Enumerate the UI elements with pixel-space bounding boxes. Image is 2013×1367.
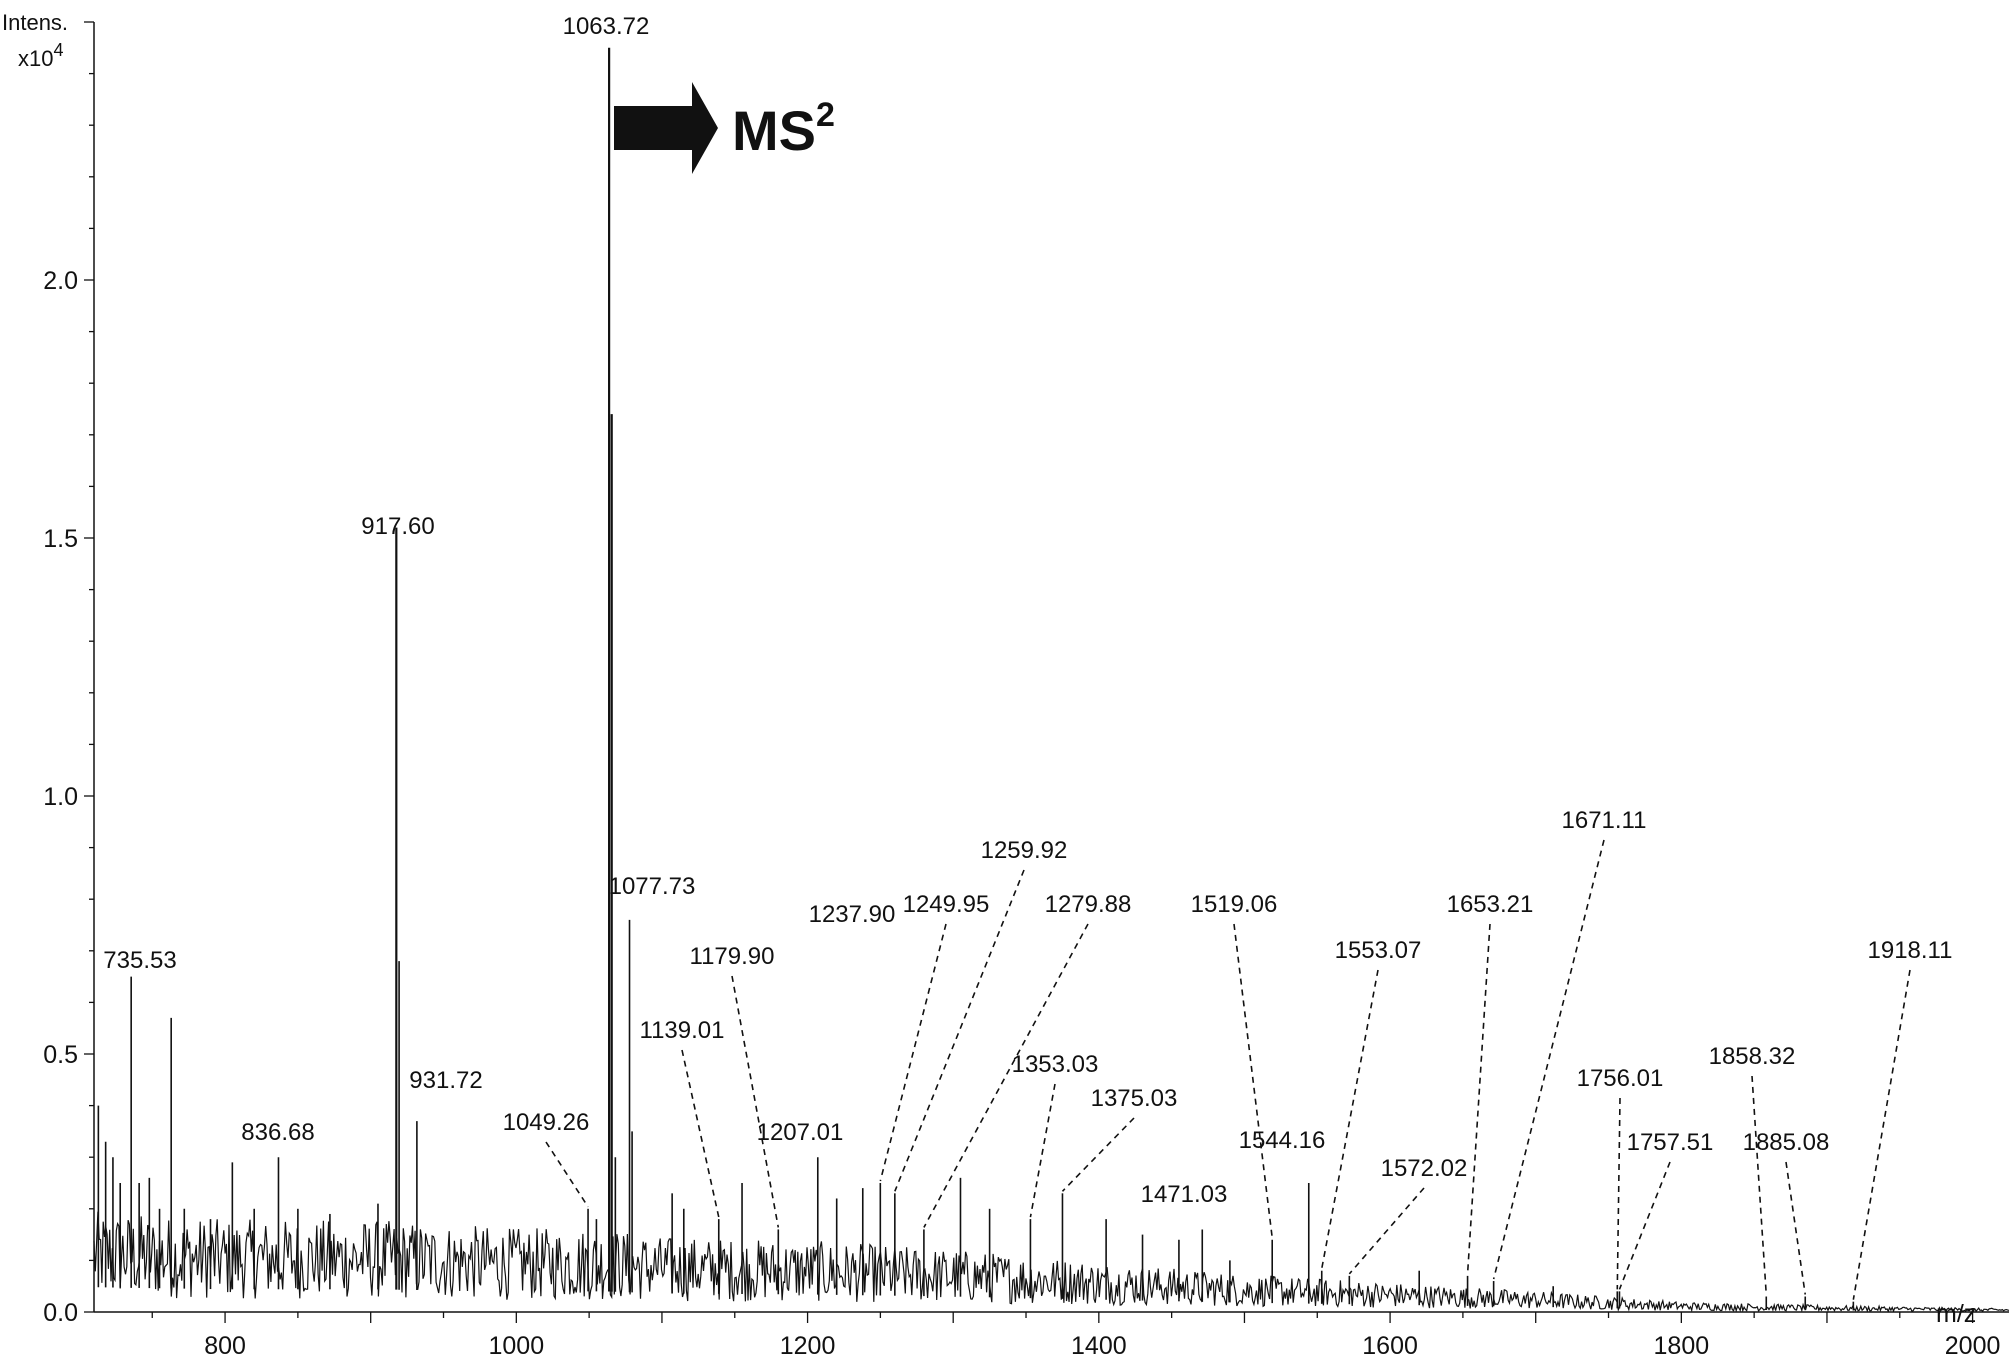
x-tick-label: 800 bbox=[204, 1332, 246, 1360]
y-tick-label: 0.5 bbox=[43, 1041, 78, 1069]
peak-labels: 735.53 836.68 917.60 931.72 1049.26 1063.72 10… bbox=[103, 13, 1952, 1208]
x-tick-label: 1400 bbox=[1071, 1332, 1127, 1360]
peak-leader-line bbox=[1233, 923, 1274, 1238]
peak-label: 1858.32 bbox=[1709, 1043, 1796, 1070]
peak-label: 1572.02 bbox=[1381, 1155, 1468, 1182]
peak-label: 1207.01 bbox=[757, 1119, 844, 1146]
peak-leader-line bbox=[1616, 1097, 1621, 1290]
peak-label: 1757.51 bbox=[1627, 1129, 1714, 1156]
peak-leader-line bbox=[1466, 923, 1491, 1274]
y-axis-scale: x104 bbox=[18, 40, 64, 71]
peak-label: 1139.01 bbox=[640, 1017, 725, 1044]
x-axis-unit: m/z bbox=[1936, 1300, 1976, 1328]
peak-leader-line bbox=[1029, 1083, 1056, 1218]
y-axis-scale-exponent: 4 bbox=[53, 40, 63, 60]
peak-leader-line bbox=[1852, 969, 1911, 1300]
axis-ticks: 0.0 0.5 1.0 1.5 2.0 800 1000 1200 1400 1600 1800 20… bbox=[43, 21, 2001, 1360]
x-tick-label: 1600 bbox=[1362, 1332, 1418, 1360]
x-tick-label: 1000 bbox=[489, 1332, 545, 1360]
peak-label: 1375.03 bbox=[1091, 1085, 1178, 1112]
peak-leader-line bbox=[879, 923, 947, 1182]
spectrum-peaks bbox=[97, 47, 1855, 1311]
peak-label: 1179.90 bbox=[690, 943, 775, 970]
peak-label: 1885.08 bbox=[1743, 1129, 1830, 1156]
peak-label: 1918.11 bbox=[1868, 937, 1953, 964]
x-tick-label: 2000 bbox=[1945, 1332, 2001, 1360]
peak-leader-line bbox=[681, 1049, 720, 1218]
peak-label: 1279.88 bbox=[1045, 891, 1132, 918]
x-tick-label: 1200 bbox=[780, 1332, 836, 1360]
peak-label: 1063.72 bbox=[563, 13, 650, 40]
peak-leader-line bbox=[1751, 1075, 1768, 1295]
peak-label: 735.53 bbox=[103, 947, 176, 974]
peak-label: 1756.01 bbox=[1577, 1065, 1664, 1092]
peak-leader-line bbox=[1348, 1187, 1425, 1275]
ms2-arrow-icon bbox=[614, 82, 718, 174]
peak-label: 917.60 bbox=[361, 513, 434, 540]
peak-label: 1471.03 bbox=[1141, 1181, 1228, 1208]
peak-leader-line bbox=[731, 975, 780, 1228]
peak-leader-line bbox=[894, 869, 1025, 1192]
peak-leader-line bbox=[1618, 1161, 1671, 1290]
peak-leader-line bbox=[1785, 1161, 1807, 1295]
peak-label: 1519.06 bbox=[1191, 891, 1278, 918]
peak-label: 1544.16 bbox=[1239, 1127, 1326, 1154]
peak-label: 1259.92 bbox=[981, 837, 1068, 864]
peak-label: 1353.03 bbox=[1012, 1051, 1099, 1078]
peak-label: 1237.90 bbox=[809, 901, 896, 928]
ms2-label-text: MS bbox=[732, 99, 816, 162]
y-tick-label: 2.0 bbox=[43, 267, 78, 295]
peak-label: 1653.21 bbox=[1447, 891, 1534, 918]
ms2-label-superscript: 2 bbox=[816, 96, 835, 134]
peak-leader-line bbox=[1492, 839, 1605, 1280]
ms2-label: MS2 bbox=[732, 96, 835, 162]
peak-label: 1553.07 bbox=[1335, 937, 1422, 964]
peak-label: 836.68 bbox=[241, 1119, 314, 1146]
peak-label: 1077.73 bbox=[609, 873, 696, 900]
y-axis-title: Intens. bbox=[2, 10, 68, 35]
peak-label: 931.72 bbox=[409, 1067, 482, 1094]
y-tick-label: 1.5 bbox=[43, 525, 78, 553]
peak-leader-line bbox=[923, 923, 1089, 1228]
peak-label: 1671.11 bbox=[1562, 807, 1647, 834]
peak-leader-line bbox=[1320, 969, 1379, 1269]
y-tick-label: 0.0 bbox=[43, 1299, 78, 1327]
axes bbox=[93, 22, 2009, 1313]
peak-label: 1249.95 bbox=[903, 891, 990, 918]
peak-label: 1049.26 bbox=[503, 1109, 590, 1136]
peak-leader-lines bbox=[545, 839, 1911, 1300]
y-axis-scale-base: x10 bbox=[18, 46, 53, 71]
y-tick-label: 1.0 bbox=[43, 783, 78, 811]
x-tick-label: 1800 bbox=[1654, 1332, 1710, 1360]
peak-leader-line bbox=[545, 1141, 589, 1208]
peak-leader-line bbox=[1061, 1117, 1135, 1192]
spectrum-baseline bbox=[93, 1211, 2010, 1313]
